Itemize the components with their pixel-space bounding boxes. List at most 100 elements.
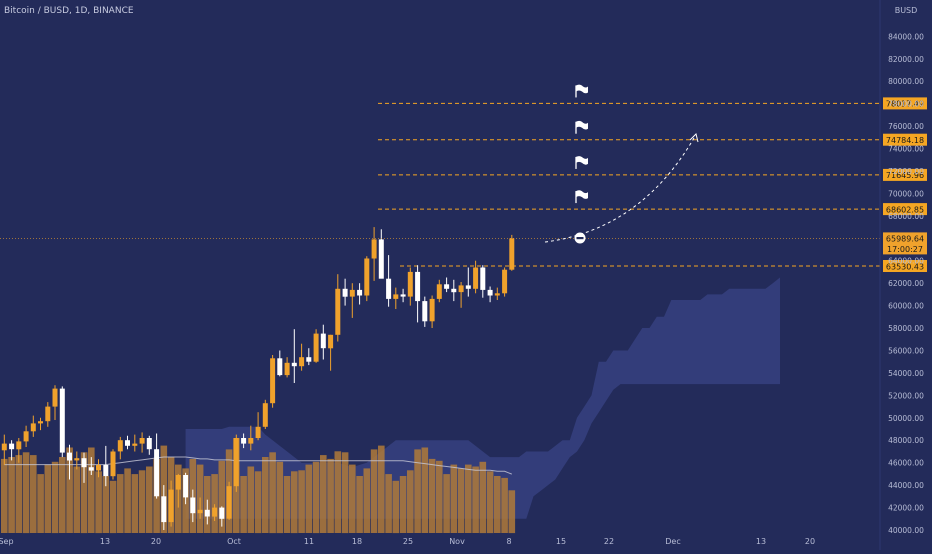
candle[interactable]: [277, 350, 283, 377]
overlay-layer: [0, 133, 880, 244]
candle[interactable]: [451, 279, 457, 302]
volume-bar: [124, 468, 131, 533]
candle[interactable]: [125, 435, 130, 450]
candle[interactable]: [132, 434, 138, 452]
price-axis[interactable]: 40000.00 42000.00 44000.00 46000.00 48000.00…: [883, 32, 927, 535]
time-tick-label: 13: [756, 537, 766, 546]
candle[interactable]: [465, 267, 471, 297]
candle[interactable]: [328, 334, 334, 371]
time-axis[interactable]: Sep 13 20 Oct 11 18 25 Nov 8 15 22 Dec 13 20: [0, 537, 815, 546]
candle[interactable]: [1, 434, 7, 465]
volume-bar: [291, 471, 298, 534]
candle[interactable]: [436, 279, 442, 303]
candle[interactable]: [161, 485, 167, 530]
candle[interactable]: [473, 260, 479, 294]
candle[interactable]: [30, 415, 36, 437]
candle[interactable]: [349, 283, 355, 318]
volume-bar: [472, 466, 479, 533]
candle[interactable]: [270, 355, 276, 408]
candle[interactable]: [429, 295, 435, 329]
candle[interactable]: [38, 417, 43, 431]
candle[interactable]: [378, 229, 384, 279]
candle[interactable]: [509, 234, 515, 271]
candle[interactable]: [23, 425, 29, 447]
candle[interactable]: [502, 267, 508, 297]
candle[interactable]: [320, 324, 326, 360]
candle[interactable]: [335, 274, 341, 342]
candle[interactable]: [67, 444, 72, 480]
candle[interactable]: [16, 438, 22, 463]
candle[interactable]: [262, 399, 268, 429]
candle[interactable]: [226, 481, 232, 520]
candle[interactable]: [233, 434, 239, 492]
candle[interactable]: [291, 329, 297, 383]
candle[interactable]: [197, 497, 203, 519]
candle[interactable]: [407, 267, 413, 306]
candle[interactable]: [487, 286, 493, 303]
volume-bar: [262, 457, 269, 533]
candle[interactable]: [175, 473, 181, 508]
time-tick-label: Nov: [449, 537, 465, 546]
candle[interactable]: [146, 435, 152, 455]
price-axis-unit: BUSD: [895, 6, 918, 15]
candle[interactable]: [342, 278, 348, 306]
candle[interactable]: [313, 329, 319, 363]
time-tick-label: 20: [805, 537, 815, 546]
candle[interactable]: [299, 343, 305, 371]
candle[interactable]: [117, 436, 123, 460]
candle[interactable]: [393, 287, 399, 309]
chart-title: Bitcoin / BUSD, 1D, BINANCE: [4, 6, 134, 16]
time-tick-label: Dec: [665, 537, 680, 546]
candle[interactable]: [444, 277, 450, 293]
candle[interactable]: [219, 506, 225, 527]
candle[interactable]: [59, 386, 65, 458]
price-tick-label: 62000.00: [888, 279, 924, 288]
volume-bar: [51, 461, 59, 534]
candle[interactable]: [96, 459, 101, 478]
price-tick-label: 64000.00: [888, 257, 924, 266]
time-tick-label: 8: [506, 537, 511, 546]
candle[interactable]: [306, 348, 312, 366]
candle[interactable]: [103, 445, 109, 487]
candle[interactable]: [458, 282, 464, 308]
candle[interactable]: [154, 433, 160, 499]
price-tick-label: 72000.00: [888, 167, 924, 176]
candle[interactable]: [110, 449, 116, 480]
candle[interactable]: [248, 425, 254, 451]
candle[interactable]: [422, 296, 428, 327]
volume-bar: [370, 449, 378, 533]
candle[interactable]: [284, 357, 290, 378]
candle[interactable]: [9, 440, 15, 461]
candle[interactable]: [415, 265, 421, 323]
candle[interactable]: [204, 499, 210, 525]
candle[interactable]: [81, 452, 87, 483]
candle[interactable]: [212, 504, 218, 521]
volume-bar: [22, 452, 30, 534]
candle[interactable]: [88, 457, 94, 475]
price-tick-label: 84000.00: [888, 32, 924, 41]
level-price-label: [883, 133, 927, 146]
candle[interactable]: [480, 265, 486, 298]
price-tick-label: 82000.00: [888, 55, 924, 64]
volume-bar: [109, 480, 117, 534]
candle[interactable]: [364, 256, 370, 302]
level-price-text: 74784.18: [886, 136, 924, 145]
volume-bar: [428, 458, 436, 533]
candle[interactable]: [357, 283, 363, 305]
candle[interactable]: [371, 227, 377, 281]
price-tick-label: 56000.00: [888, 347, 924, 356]
candle[interactable]: [386, 255, 392, 307]
candle[interactable]: [494, 287, 500, 300]
candle[interactable]: [183, 472, 189, 505]
candle[interactable]: [190, 489, 196, 523]
candle[interactable]: [52, 385, 58, 420]
candle[interactable]: [45, 402, 51, 427]
candle[interactable]: [139, 432, 145, 453]
candle[interactable]: [255, 412, 261, 441]
candle[interactable]: [74, 451, 80, 470]
candle[interactable]: [241, 433, 247, 449]
candle[interactable]: [400, 288, 406, 303]
candle[interactable]: [168, 480, 174, 527]
